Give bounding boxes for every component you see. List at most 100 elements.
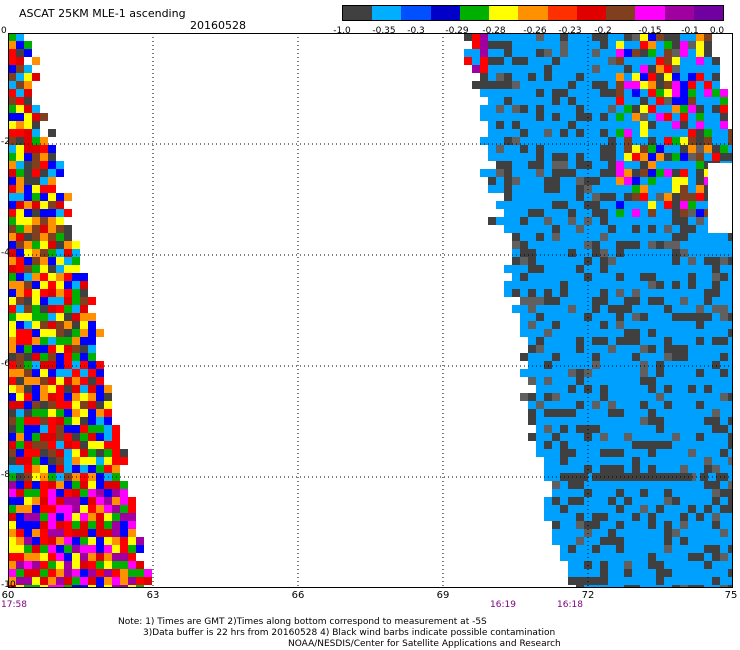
swath-cell-right: [528, 153, 536, 161]
swath-cell-right: [648, 577, 656, 585]
swath-cell-right: [656, 377, 664, 385]
swath-cell-left: [56, 553, 64, 561]
swath-cell-left: [88, 321, 96, 329]
swath-cell-right: [688, 305, 696, 313]
swath-cell-right: [728, 393, 733, 401]
swath-cell-right: [544, 129, 552, 137]
swath-cell-right: [720, 569, 728, 577]
swath-cell-left: [24, 281, 32, 289]
swath-cell-left: [24, 201, 32, 209]
swath-cell-left: [24, 89, 32, 97]
swath-cell-left: [32, 57, 40, 65]
swath-cell-right: [576, 449, 584, 457]
swath-cell-left: [112, 585, 120, 588]
swath-cell-right: [544, 377, 552, 385]
swath-cell-right: [728, 265, 733, 273]
swath-cell-right: [632, 329, 640, 337]
swath-cell-right: [680, 577, 688, 585]
swath-cell-right: [688, 377, 696, 385]
swath-cell-right: [568, 313, 576, 321]
swath-cell-right: [680, 193, 688, 201]
swath-cell-right: [696, 449, 704, 457]
swath-cell-right: [728, 449, 733, 457]
swath-cell-left: [16, 521, 24, 529]
swath-cell-right: [608, 313, 616, 321]
swath-cell-left: [8, 529, 16, 537]
swath-cell-right: [680, 65, 688, 73]
swath-cell-left: [88, 553, 96, 561]
swath-cell-right: [576, 177, 584, 185]
swath-cell-right: [528, 417, 536, 425]
note-line-1: Note: 1) Times are GMT 2)Times along bot…: [118, 617, 487, 627]
swath-cell-right: [528, 225, 536, 233]
swath-cell-left: [56, 505, 64, 513]
swath-cell-left: [40, 249, 48, 257]
swath-cell-right: [624, 265, 632, 273]
swath-cell-left: [40, 585, 48, 588]
swath-cell-right: [696, 321, 704, 329]
swath-cell-right: [576, 273, 584, 281]
swath-cell-left: [104, 545, 112, 553]
swath-cell-right: [536, 321, 544, 329]
swath-cell-right: [656, 185, 664, 193]
swath-cell-left: [16, 241, 24, 249]
swath-cell-right: [576, 313, 584, 321]
swath-cell-right: [592, 345, 600, 353]
swath-cell-right: [512, 241, 520, 249]
swath-cell-right: [616, 249, 624, 257]
swath-cell-right: [624, 153, 632, 161]
swath-cell-left: [16, 297, 24, 305]
swath-cell-right: [576, 513, 584, 521]
swath-cell-right: [600, 113, 608, 121]
swath-cell-right: [568, 273, 576, 281]
swath-cell-right: [656, 409, 664, 417]
swath-cell-right: [712, 577, 720, 585]
swath-cell-left: [24, 289, 32, 297]
swath-cell-left: [48, 513, 56, 521]
swath-cell-right: [680, 113, 688, 121]
swath-cell-right: [656, 513, 664, 521]
swath-cell-right: [480, 105, 488, 113]
swath-cell-left: [72, 241, 80, 249]
swath-cell-right: [576, 201, 584, 209]
swath-cell-right: [648, 553, 656, 561]
swath-cell-right: [632, 273, 640, 281]
swath-cell-left: [24, 121, 32, 129]
swath-cell-right: [608, 489, 616, 497]
swath-cell-left: [48, 425, 56, 433]
swath-cell-right: [632, 305, 640, 313]
swath-cell-left: [104, 569, 112, 577]
swath-cell-right: [704, 433, 712, 441]
swath-cell-right: [680, 57, 688, 65]
swath-cell-left: [80, 345, 88, 353]
swath-cell-left: [96, 401, 104, 409]
swath-cell-right: [616, 457, 624, 465]
swath-cell-left: [24, 537, 32, 545]
swath-cell-right: [600, 65, 608, 73]
swath-cell-right: [632, 433, 640, 441]
swath-cell-right: [576, 369, 584, 377]
swath-cell-right: [656, 449, 664, 457]
swath-cell-left: [16, 217, 24, 225]
swath-cell-left: [88, 481, 96, 489]
swath-cell-left: [24, 441, 32, 449]
swath-cell-left: [56, 161, 64, 169]
swath-cell-right: [664, 193, 672, 201]
swath-cell-right: [600, 297, 608, 305]
swath-cell-right: [632, 225, 640, 233]
swath-cell-left: [112, 441, 120, 449]
swath-cell-right: [488, 177, 496, 185]
swath-cell-left: [80, 337, 88, 345]
swath-cell-right: [712, 57, 720, 65]
swath-cell-left: [32, 217, 40, 225]
swath-cell-right: [504, 265, 512, 273]
swath-cell-right: [688, 257, 696, 265]
swath-cell-right: [576, 321, 584, 329]
swath-cell-right: [688, 289, 696, 297]
swath-cell-left: [72, 337, 80, 345]
swath-cell-left: [8, 369, 16, 377]
swath-cell-left: [16, 169, 24, 177]
swath-cell-left: [80, 489, 88, 497]
swath-cell-right: [576, 121, 584, 129]
swath-cell-left: [32, 561, 40, 569]
